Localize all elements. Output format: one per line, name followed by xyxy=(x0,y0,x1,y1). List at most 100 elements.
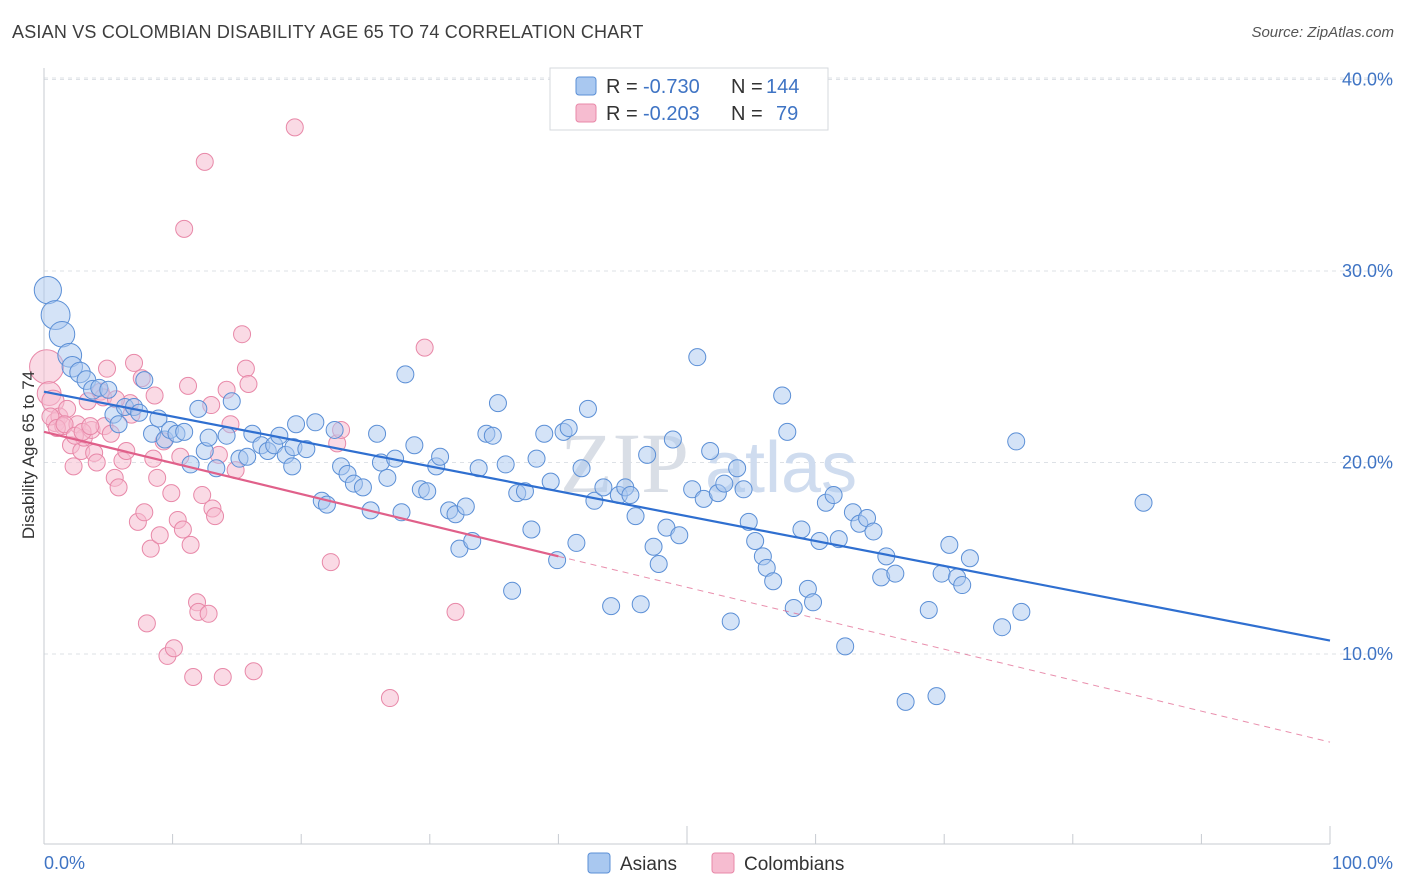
asian-point xyxy=(683,480,702,499)
asian-point xyxy=(488,394,507,413)
colombian-point xyxy=(213,667,232,686)
asian-point xyxy=(456,497,475,516)
y-tick-labels: 10.0% 20.0% 30.0% 40.0% xyxy=(1342,70,1393,665)
asian-point xyxy=(778,422,797,441)
colombian-point xyxy=(98,359,117,378)
legend-colombian-n-label: N = xyxy=(731,103,763,125)
colombian-point xyxy=(181,535,200,554)
colombian-points xyxy=(29,118,465,708)
asian-point xyxy=(109,415,128,434)
y-tick-label-10: 10.0% xyxy=(1342,644,1393,664)
colombian-point xyxy=(148,468,167,487)
colombian-point xyxy=(135,503,154,522)
legend-asian-r-value: -0.730 xyxy=(643,76,700,98)
asian-point xyxy=(1007,432,1026,451)
colombian-point xyxy=(125,353,144,372)
y-tick-label-40: 40.0% xyxy=(1342,70,1393,90)
asian-point xyxy=(940,535,959,554)
axes xyxy=(43,68,1331,845)
asian-point xyxy=(527,449,546,468)
asian-point xyxy=(515,482,534,501)
asian-point xyxy=(886,564,905,583)
colombian-point xyxy=(193,486,212,505)
asian-point xyxy=(638,445,657,464)
asian-point xyxy=(297,440,316,459)
legend-asian-r-label: R = xyxy=(606,76,638,98)
asian-point xyxy=(572,459,591,478)
asian-point xyxy=(578,399,597,418)
asian-point xyxy=(836,637,855,656)
bottom-legend-swatch-asians xyxy=(587,852,611,874)
legend-asian-n-label: N = xyxy=(731,76,763,98)
asian-point xyxy=(1012,602,1031,621)
asian-point xyxy=(175,422,194,441)
legend-swatch-colombian xyxy=(575,103,597,123)
asian-point xyxy=(559,419,578,438)
asian-point xyxy=(535,424,554,443)
colombian-point xyxy=(380,689,399,708)
asian-point xyxy=(325,420,344,439)
asian-point xyxy=(728,459,747,478)
asian-point xyxy=(418,482,437,501)
colombian-trend-line xyxy=(43,430,559,558)
asian-point xyxy=(701,442,720,461)
legend-colombian-n-value: 79 xyxy=(776,103,798,125)
asian-point xyxy=(670,526,689,545)
y-tick-label-30: 30.0% xyxy=(1342,261,1393,281)
asian-point xyxy=(130,403,149,422)
colombian-point xyxy=(141,539,160,558)
colombian-point xyxy=(179,376,198,395)
chart-title: ASIAN VS COLOMBIAN DISABILITY AGE 65 TO … xyxy=(12,22,644,42)
asian-point xyxy=(503,581,522,600)
colombian-point xyxy=(415,338,434,357)
asian-point xyxy=(927,687,946,706)
asian-point xyxy=(217,426,236,445)
asian-point xyxy=(739,512,758,531)
x-tick-label-max: 100.0% xyxy=(1332,853,1393,873)
asian-point xyxy=(283,457,302,476)
asian-point xyxy=(238,447,257,466)
asian-point xyxy=(773,386,792,405)
asian-point xyxy=(483,426,502,445)
asian-point xyxy=(496,455,515,474)
asian-point xyxy=(222,392,241,411)
asian-point xyxy=(764,572,783,591)
asian-point xyxy=(715,474,734,493)
colombian-point xyxy=(64,457,83,476)
colombian-point xyxy=(195,152,214,171)
source-credit: Source: ZipAtlas.com xyxy=(1251,24,1394,41)
asian-point xyxy=(721,612,740,631)
correlation-legend: R = -0.730 N = 144 R = -0.203 N = 79 xyxy=(549,67,829,131)
asian-points xyxy=(33,276,1153,711)
asian-point xyxy=(1134,493,1153,512)
asian-point xyxy=(688,348,707,367)
asian-point xyxy=(522,520,541,539)
x-tick-label-min: 0.0% xyxy=(44,853,85,873)
colombian-point xyxy=(233,325,252,344)
colombian-point xyxy=(55,415,74,434)
asian-point xyxy=(378,468,397,487)
colombian-point xyxy=(236,359,255,378)
legend-asian-n-value: 144 xyxy=(766,76,799,98)
bottom-legend-swatch-colombians xyxy=(711,852,735,874)
colombian-point xyxy=(184,667,203,686)
asian-point xyxy=(602,597,621,616)
colombian-point xyxy=(244,662,263,681)
legend-colombian-r-label: R = xyxy=(606,103,638,125)
asian-point xyxy=(746,532,765,551)
colombian-point xyxy=(58,399,77,418)
colombian-point xyxy=(285,118,304,137)
trend-lines xyxy=(43,390,1331,743)
asian-trend-line xyxy=(43,390,1331,642)
asian-point xyxy=(663,430,682,449)
colombian-point xyxy=(173,520,192,539)
asian-point xyxy=(396,365,415,384)
asian-point xyxy=(306,413,325,432)
colombian-point xyxy=(446,602,465,621)
asian-point xyxy=(567,533,586,552)
asian-point xyxy=(199,428,218,447)
asian-point xyxy=(864,522,883,541)
asian-point xyxy=(353,478,372,497)
asian-point xyxy=(953,576,972,595)
